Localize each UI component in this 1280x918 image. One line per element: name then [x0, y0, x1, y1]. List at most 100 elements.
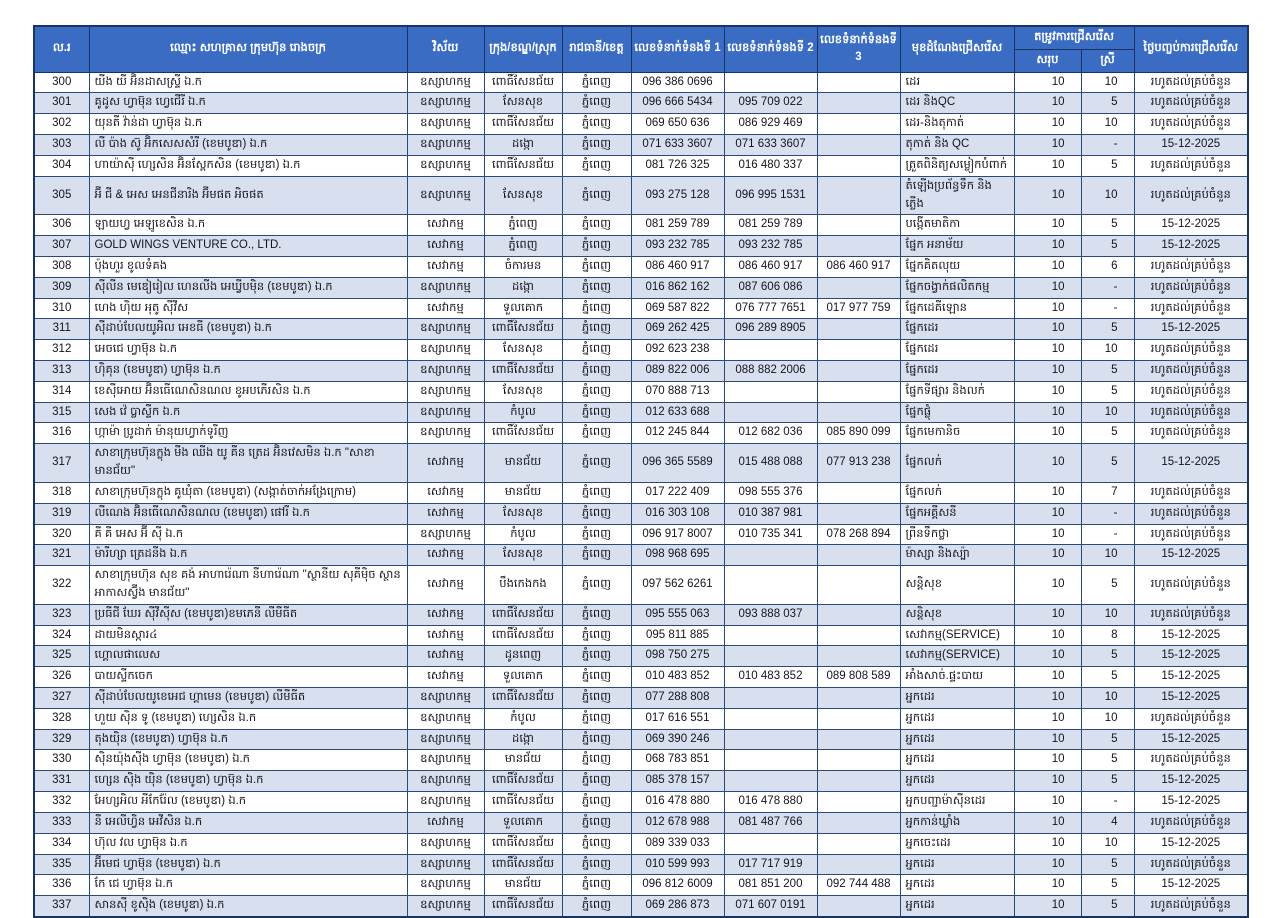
- cell-no: 322: [33, 565, 90, 605]
- cell-no: 318: [33, 481, 90, 504]
- cell-company-name: សេង វ៉េ ប្លាស្ទីក ឯ.ក: [88, 401, 408, 424]
- cell-need-total: 10: [1013, 523, 1082, 546]
- cell-district: ភ្នំពេញ: [483, 214, 563, 237]
- cell-phone-3: [816, 502, 901, 525]
- cell-company-name: កែ ជេ ហ្វាម៊ុន ឯ.ក: [88, 874, 408, 897]
- cell-company-name: ស៊ីលីន មេឌៀរៀល ហេនលីង អេឃ្វីបម៉ិន (ខេមបូ…: [88, 276, 408, 299]
- cell-sector: សេវាកម្ម: [406, 603, 485, 626]
- cell-district: សែនសុខ: [483, 502, 563, 525]
- cell-district: មានជ័យ: [483, 874, 563, 897]
- cell-province: ភ្នំពេញ: [561, 134, 632, 156]
- cell-no: 317: [33, 443, 90, 483]
- cell-province: ភ្នំពេញ: [561, 422, 632, 445]
- cell-end-date: រហូតដល់គ្រប់ចំនួន: [1133, 481, 1249, 504]
- cell-phone-1: 089 822 006: [630, 360, 725, 382]
- cell-phone-3: [816, 791, 901, 813]
- cell-no: 323: [33, 603, 90, 626]
- cell-position: ផ្នែក អនាម័យ: [899, 235, 1015, 257]
- table-row: 322 សាខាក្រុមហ៊ុន សុខ គង់ អាហារ៉េណា នីហា…: [33, 565, 1249, 605]
- cell-province: ភ្នំពេញ: [561, 895, 632, 918]
- cell-need-female: 7: [1080, 481, 1135, 504]
- cell-district: សែនសុខ: [483, 544, 563, 567]
- cell-district: ដង្កោ: [483, 134, 563, 156]
- header-province: រាជធានី/ខេត្ត: [561, 25, 632, 73]
- cell-province: ភ្នំពេញ: [561, 113, 632, 136]
- cell-need-total: 10: [1013, 175, 1082, 216]
- cell-no: 334: [33, 832, 90, 855]
- cell-end-date: រហូតដល់គ្រប់ចំនួន: [1133, 523, 1249, 546]
- cell-no: 315: [33, 401, 90, 424]
- cell-phone-3: [816, 318, 901, 341]
- cell-company-name: យីង យី អ៊ិនដាសស្ទ្រី ឯ.ក: [88, 71, 408, 94]
- cell-no: 324: [33, 624, 90, 647]
- cell-district: ទួលគោក: [483, 297, 563, 320]
- cell-phone-2: [723, 339, 818, 361]
- cell-company-name: ហ្កាម៉ា ប្រូដាក់ ម៉ានុយហ្វាក់ទូរីញ: [88, 422, 408, 445]
- cell-phone-3: [816, 749, 901, 772]
- cell-company-name: គី គី អេស អ៊ី ស៊ី ឯ.ក: [88, 523, 408, 546]
- cell-position: ផ្នែកដេរ: [899, 318, 1015, 341]
- cell-position: សន្តិសុខ: [899, 603, 1015, 626]
- cell-end-date: រហូតដល់គ្រប់ចំនួន: [1133, 603, 1249, 626]
- cell-end-date: រហូតដល់គ្រប់ចំនួន: [1133, 811, 1249, 834]
- cell-phone-3: [816, 235, 901, 257]
- cell-no: 329: [33, 728, 90, 751]
- cell-company-name: ស៊ីដាប់បែលយូខេអេជ ហ្គាមេន (ខេមបូឌា) លីមី…: [88, 687, 408, 709]
- cell-need-female: 5: [1080, 214, 1135, 237]
- cell-district: កំបូល: [483, 707, 563, 730]
- cell-no: 333: [33, 811, 90, 834]
- cell-sector: ឧស្សាហកម្ម: [406, 71, 485, 94]
- cell-company-name: ប៉ុងហួរ ខូលទំគង: [88, 255, 408, 278]
- cell-company-name: ហួយ ស៊ិន ទូ (ខេមបូឌា) ហ្សេសិន ឯ.ក: [88, 707, 408, 730]
- cell-phone-2: 086 460 917: [723, 255, 818, 278]
- cell-province: ភ្នំពេញ: [561, 645, 632, 668]
- cell-sector: ឧស្សាហកម្ម: [406, 276, 485, 299]
- cell-sector: ឧស្សាហកម្ម: [406, 874, 485, 897]
- cell-position: ផ្នែកដេរ: [899, 360, 1015, 382]
- cell-end-date: រហូតដល់គ្រប់ចំនួន: [1133, 71, 1249, 94]
- cell-phone-3: 017 977 759: [816, 297, 901, 320]
- cell-phone-2: 017 717 919: [723, 853, 818, 876]
- cell-need-total: 10: [1013, 895, 1082, 918]
- cell-need-female: -: [1080, 134, 1135, 156]
- cell-need-total: 10: [1013, 380, 1082, 403]
- cell-end-date: រហូតដល់គ្រប់ចំនួន: [1133, 401, 1249, 424]
- cell-position: ផ្នែកលក់: [899, 443, 1015, 483]
- cell-province: ភ្នំពេញ: [561, 687, 632, 709]
- cell-phone-1: 069 390 246: [630, 728, 725, 751]
- cell-sector: ឧស្សាហកម្ម: [406, 318, 485, 341]
- cell-district: ពោធិ៍សែនជ័យ: [483, 770, 563, 793]
- cell-position: អ្នកដេរ: [899, 687, 1015, 709]
- cell-district: ពោធិ៍សែនជ័យ: [483, 360, 563, 382]
- cell-sector: ឧស្សាហកម្ម: [406, 134, 485, 156]
- cell-need-total: 10: [1013, 235, 1082, 257]
- table-row: 323 ប្រធីជី ឃែរ ស៊ីវីស៊ីស (ខេមបូឌា)ខមភេន…: [33, 603, 1249, 626]
- cell-end-date: រហូតដល់គ្រប់ចំនួន: [1133, 422, 1249, 445]
- cell-province: ភ្នំពេញ: [561, 92, 632, 115]
- cell-district: ពោធិ៍សែនជ័យ: [483, 895, 563, 918]
- table-row: 315 សេង វ៉េ ប្លាស្ទីក ឯ.ក ឧស្សាហកម្ម កំប…: [33, 401, 1249, 424]
- table-header: ល.រ ឈ្មោះ សហគ្រាស ក្រុមហ៊ុន រោងចក្រ វិស័…: [33, 25, 1249, 73]
- cell-province: ភ្នំពេញ: [561, 380, 632, 403]
- cell-phone-1: 098 968 695: [630, 544, 725, 567]
- table-row: 300 យីង យី អ៊ិនដាសស្ទ្រី ឯ.ក ឧស្សាហកម្ម …: [33, 71, 1249, 94]
- cell-phone-2: 093 888 037: [723, 603, 818, 626]
- cell-no: 332: [33, 791, 90, 813]
- cell-need-total: 10: [1013, 422, 1082, 445]
- header-phone-3: លេខទំនាក់ទំនងទី 3: [816, 25, 901, 73]
- cell-end-date: រហូតដល់គ្រប់ចំនួន: [1133, 255, 1249, 278]
- recruitment-table: ល.រ ឈ្មោះ សហគ្រាស ក្រុមហ៊ុន រោងចក្រ វិស័…: [33, 25, 1250, 918]
- cell-province: ភ្នំពេញ: [561, 360, 632, 382]
- cell-phone-1: 012 245 844: [630, 422, 725, 445]
- cell-need-female: 10: [1080, 687, 1135, 709]
- cell-sector: សេវាកម្ម: [406, 565, 485, 605]
- cell-province: ភ្នំពេញ: [561, 481, 632, 504]
- cell-phone-2: [723, 565, 818, 605]
- cell-no: 311: [33, 318, 90, 341]
- cell-sector: ឧស្សាហកម្ម: [406, 92, 485, 115]
- cell-sector: ឧស្សាហកម្ម: [406, 895, 485, 918]
- cell-no: 316: [33, 422, 90, 445]
- cell-need-female: 5: [1080, 318, 1135, 341]
- cell-position: ផ្នែកផ្លុំ: [899, 401, 1015, 424]
- header-need-group: តម្រូវការជ្រើសរើស: [1013, 25, 1135, 50]
